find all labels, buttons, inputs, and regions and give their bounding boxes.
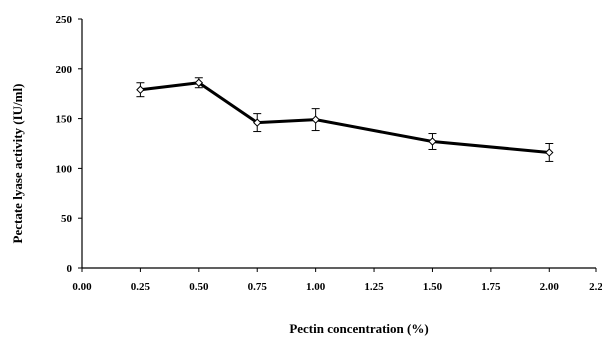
axes [81, 19, 596, 269]
series-lines [140, 81, 550, 154]
x-tick-label: 0.50 [189, 281, 209, 293]
y-axis-ticks: 0 50 100 150 200 250 [56, 14, 82, 275]
x-tick-label: 1.75 [481, 281, 501, 293]
data-point [253, 118, 262, 127]
data-point [545, 148, 554, 157]
y-tick-label: 50 [61, 213, 73, 225]
x-tick-label: 1.50 [423, 281, 443, 293]
y-tick-label: 200 [56, 64, 73, 76]
x-tick-label: 1.25 [364, 281, 384, 293]
series-line [140, 81, 550, 154]
x-tick-label: 0.25 [131, 281, 151, 293]
x-axis-title: Pectin concentration (%) [289, 321, 428, 336]
x-axis-ticks: 0.00 0.25 0.50 0.75 1.00 1.25 1.50 1.75 2.00 2.2 [72, 268, 602, 293]
y-tick-label: 0 [67, 263, 73, 275]
y-tick-label: 150 [56, 114, 73, 126]
y-axis-title: Pectate lyase activity (IU/ml) [10, 84, 25, 244]
y-tick-label: 250 [56, 14, 73, 26]
data-point [194, 78, 204, 87]
data-points [136, 78, 554, 157]
data-point [311, 115, 320, 124]
data-point [428, 137, 437, 146]
data-point [136, 85, 145, 94]
y-tick-label: 100 [56, 163, 73, 175]
x-tick-label: 2.2 [589, 281, 602, 293]
x-tick-label: 0.75 [248, 281, 268, 293]
x-tick-label: 1.00 [306, 281, 326, 293]
x-tick-label: 0.00 [72, 281, 92, 293]
x-tick-label: 2.00 [540, 281, 560, 293]
error-bars [136, 77, 554, 162]
